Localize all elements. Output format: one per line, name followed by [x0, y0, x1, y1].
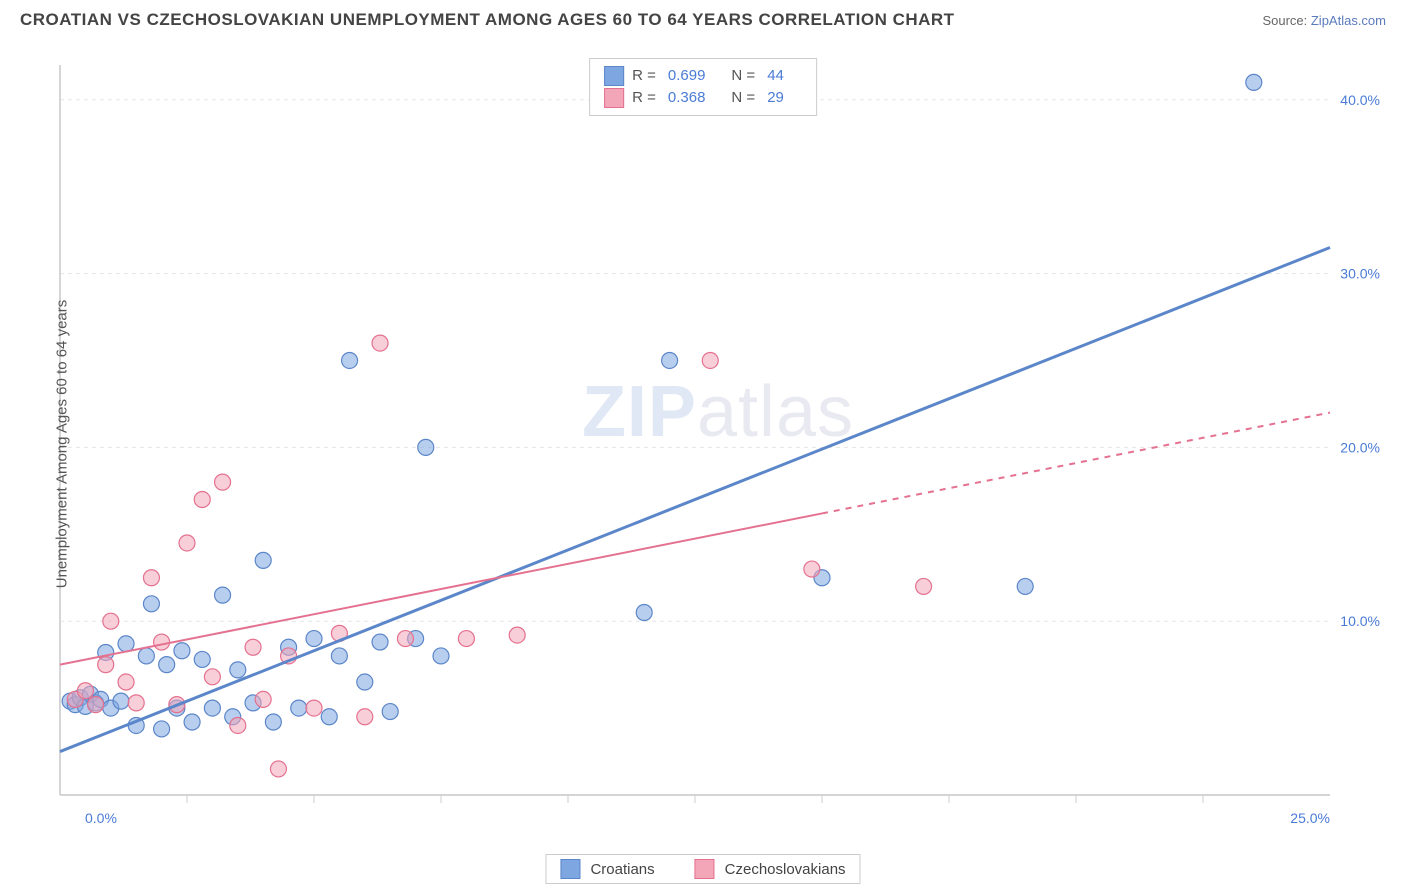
svg-text:25.0%: 25.0%	[1290, 810, 1330, 826]
swatch-croatians	[604, 66, 624, 86]
r-value-czech: 0.368	[668, 87, 706, 109]
source-credit: Source: ZipAtlas.com	[1262, 13, 1386, 28]
series-legend: Croatians Czechoslovakians	[545, 854, 860, 884]
swatch-croatians	[560, 859, 580, 879]
legend-row-croatians: R = 0.699 N = 44	[604, 65, 802, 87]
n-value-croatians: 44	[767, 65, 784, 87]
title-bar: CROATIAN VS CZECHOSLOVAKIAN UNEMPLOYMENT…	[0, 0, 1406, 38]
legend-row-czech: R = 0.368 N = 29	[604, 87, 802, 109]
y-axis-label: Unemployment Among Ages 60 to 64 years	[54, 299, 71, 588]
svg-text:10.0%: 10.0%	[1340, 613, 1380, 629]
r-label: R =	[632, 87, 656, 109]
source-prefix: Source:	[1262, 13, 1310, 28]
n-label: N =	[731, 87, 755, 109]
n-label: N =	[731, 65, 755, 87]
swatch-czech	[695, 859, 715, 879]
svg-text:40.0%: 40.0%	[1340, 92, 1380, 108]
scatter-chart: 10.0% 20.0% 30.0% 40.0% 0.0% 25.0%	[50, 55, 1386, 832]
source-link[interactable]: ZipAtlas.com	[1311, 13, 1386, 28]
svg-text:30.0%: 30.0%	[1340, 266, 1380, 282]
plot-area: Unemployment Among Ages 60 to 64 years 1…	[50, 55, 1386, 832]
legend-label-croatians: Croatians	[590, 861, 654, 878]
svg-text:0.0%: 0.0%	[85, 810, 117, 826]
chart-title: CROATIAN VS CZECHOSLOVAKIAN UNEMPLOYMENT…	[20, 10, 955, 30]
r-label: R =	[632, 65, 656, 87]
legend-label-czech: Czechoslovakians	[725, 861, 846, 878]
n-value-czech: 29	[767, 87, 784, 109]
r-value-croatians: 0.699	[668, 65, 706, 87]
svg-text:20.0%: 20.0%	[1340, 439, 1380, 455]
correlation-legend: R = 0.699 N = 44 R = 0.368 N = 29	[589, 58, 817, 116]
swatch-czech	[604, 88, 624, 108]
